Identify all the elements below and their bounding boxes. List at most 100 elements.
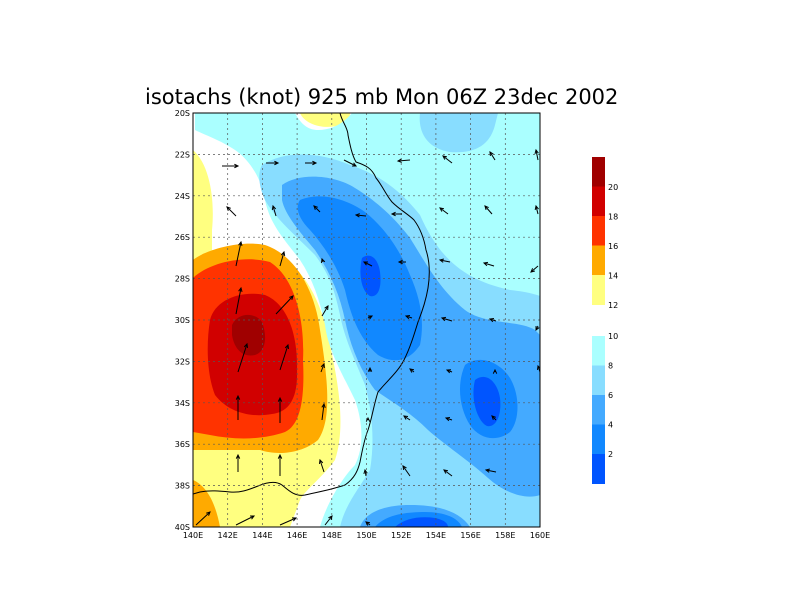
wind-vector-head bbox=[403, 415, 409, 420]
y-tick-label: 40S bbox=[175, 523, 190, 532]
colorbar-upper-label: 12 bbox=[608, 301, 618, 310]
wind-vector bbox=[321, 305, 329, 317]
wind-vector bbox=[279, 517, 297, 526]
wind-vector bbox=[439, 207, 449, 215]
wind-vector-head bbox=[277, 453, 283, 459]
wind-vector-head bbox=[238, 240, 243, 247]
isotach-fill-12-north bbox=[300, 113, 350, 127]
wind-vector bbox=[442, 155, 453, 164]
wind-vector bbox=[195, 511, 211, 526]
wind-vector bbox=[313, 205, 321, 213]
y-tick-label: 20S bbox=[175, 109, 190, 118]
wind-vector-head bbox=[362, 261, 369, 266]
wind-vector-head bbox=[439, 207, 445, 212]
coastline bbox=[193, 113, 430, 496]
y-tick-label: 30S bbox=[175, 316, 190, 325]
wind-vector-head bbox=[365, 521, 371, 526]
wind-vector bbox=[279, 344, 289, 371]
wind-vector-head bbox=[274, 160, 280, 166]
wind-vector-head bbox=[409, 368, 415, 373]
x-tick-label: 144E bbox=[252, 531, 272, 540]
wind-vector bbox=[272, 205, 277, 217]
x-tick-label: 148E bbox=[322, 531, 342, 540]
wind-vector-head bbox=[367, 315, 374, 320]
x-tick-label: 142E bbox=[218, 531, 238, 540]
x-tick-label: 150E bbox=[356, 531, 376, 540]
colorbar-lower-swatch bbox=[592, 424, 605, 455]
x-tick-label: 146E bbox=[287, 531, 307, 540]
x-axis-ticks: 140E 142E 144E 146E 148E 150E 152E 154E 156E 158E… bbox=[183, 531, 550, 540]
wind-vector bbox=[485, 469, 497, 473]
wind-vector bbox=[489, 151, 496, 161]
isotach-fill-20 bbox=[232, 314, 266, 356]
x-tick-label: 160E bbox=[530, 531, 550, 540]
wind-vector-head bbox=[492, 368, 498, 374]
wind-vector-head bbox=[238, 286, 243, 292]
y-axis-ticks: 20S 22S 24S 26S 28S 30S 32S 34S 36S 38S 40S bbox=[175, 109, 190, 532]
y-tick-label: 22S bbox=[175, 150, 190, 159]
colorbar-lower-label: 10 bbox=[608, 332, 618, 341]
wind-vector bbox=[235, 515, 255, 526]
colorbar-upper-swatch bbox=[592, 216, 605, 246]
wind-vectors bbox=[195, 148, 540, 526]
wind-vector-head bbox=[535, 325, 540, 332]
y-tick-label: 32S bbox=[175, 357, 190, 366]
map-title: isotachs (knot) 925 mb Mon 06Z 23dec 200… bbox=[145, 85, 618, 109]
wind-vector-head bbox=[442, 155, 448, 160]
wind-vector-head bbox=[289, 295, 294, 300]
y-tick-label: 24S bbox=[175, 192, 190, 201]
wind-vector-head bbox=[482, 261, 489, 267]
wind-vector bbox=[535, 205, 539, 215]
wind-vector-head bbox=[445, 369, 452, 374]
wind-vector bbox=[483, 262, 495, 267]
wind-vector bbox=[530, 265, 539, 273]
y-tick-label: 34S bbox=[175, 399, 190, 408]
wind-vector-head bbox=[249, 515, 256, 520]
colorbar-upper-label: 20 bbox=[608, 183, 618, 192]
wind-vector-head bbox=[243, 342, 249, 349]
colorbar-lower-swatch bbox=[592, 454, 605, 484]
wind-vector-head bbox=[234, 163, 240, 169]
wind-vector-head bbox=[534, 148, 539, 154]
colorbar: 20 18 16 14 12 10 8 6 4 2 bbox=[592, 157, 618, 484]
wind-vector-head bbox=[271, 204, 277, 211]
wind-vector-head bbox=[438, 258, 444, 263]
wind-vector-head bbox=[402, 465, 407, 471]
x-tick-label: 158E bbox=[495, 531, 515, 540]
isotach-fill-2 bbox=[360, 255, 381, 297]
y-tick-label: 38S bbox=[175, 482, 190, 491]
wind-vector-head bbox=[367, 366, 373, 372]
isotach-fill-8-north bbox=[419, 113, 498, 153]
colorbar-lower-label: 6 bbox=[608, 391, 613, 400]
wind-vector bbox=[275, 295, 294, 315]
wind-vector bbox=[443, 469, 453, 477]
wind-vector-head bbox=[206, 511, 211, 516]
y-tick-label: 26S bbox=[175, 233, 190, 242]
wind-vector bbox=[235, 241, 242, 267]
wind-vector-head bbox=[484, 205, 489, 210]
wind-vector bbox=[403, 415, 411, 421]
plot-area bbox=[193, 113, 540, 527]
y-tick-label: 28S bbox=[175, 275, 190, 284]
wind-vector bbox=[535, 149, 539, 161]
wind-vector-head bbox=[328, 515, 333, 521]
wind-vector bbox=[321, 403, 325, 421]
colorbar-upper-swatch bbox=[592, 186, 605, 217]
wind-vector-head bbox=[320, 257, 326, 264]
wind-vector-head bbox=[491, 415, 496, 420]
isotach-fill-2-east bbox=[473, 376, 501, 427]
wind-vector bbox=[279, 251, 285, 267]
colorbar-lower-swatch bbox=[592, 336, 605, 366]
wind-vector bbox=[397, 159, 411, 162]
wind-vector bbox=[484, 205, 493, 215]
y-tick-label: 36S bbox=[175, 440, 190, 449]
wind-vector-head bbox=[397, 259, 403, 265]
wind-vector-head bbox=[396, 158, 402, 163]
colorbar-upper-swatch bbox=[592, 275, 605, 305]
wind-vector-head bbox=[354, 213, 360, 218]
wind-vector-head bbox=[489, 151, 494, 157]
wind-vector-head bbox=[484, 468, 490, 473]
wind-vector-head bbox=[488, 317, 495, 323]
colorbar-upper-label: 14 bbox=[608, 272, 618, 281]
wind-vector-head bbox=[390, 211, 396, 217]
